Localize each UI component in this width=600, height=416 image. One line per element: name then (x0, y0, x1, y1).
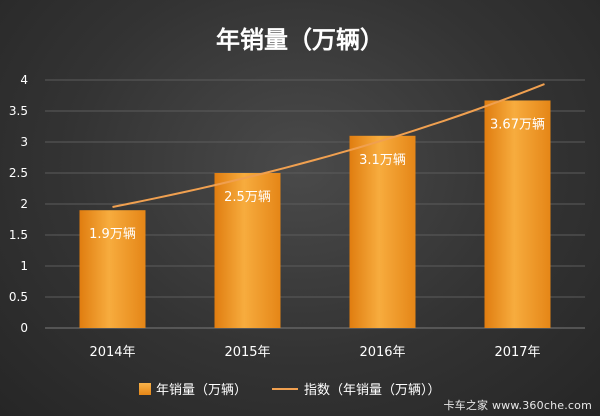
trendline-path (112, 83, 545, 208)
y-tick-label: 0.5 (9, 290, 28, 304)
x-axis: 2014年 2015年 2016年 2017年 (89, 345, 540, 360)
y-tick-label: 2 (20, 197, 28, 211)
watermark: 卡车之家 www.360che.com (443, 399, 592, 412)
y-tick-label: 3.5 (9, 104, 28, 118)
x-tick-label: 2017年 (494, 345, 540, 360)
chart-title: 年销量（万辆） (216, 26, 384, 54)
data-label: 1.9万辆 (89, 227, 136, 242)
y-tick-label: 1.5 (9, 228, 28, 242)
legend-bar-label: 年销量（万辆） (156, 383, 247, 398)
bar (214, 173, 281, 328)
y-axis: 0 0.5 1 1.5 2 2.5 3 3.5 4 (9, 73, 28, 335)
bars (79, 100, 551, 329)
data-label: 2.5万辆 (224, 190, 271, 205)
y-tick-label: 3 (20, 135, 28, 149)
bar (79, 210, 146, 328)
x-tick-label: 2016年 (359, 345, 405, 360)
data-labels: 1.9万辆 2.5万辆 3.1万辆 3.67万辆 (89, 117, 545, 242)
y-tick-label: 1 (20, 259, 28, 273)
legend-bar-swatch (139, 383, 151, 395)
x-tick-label: 2015年 (224, 345, 270, 360)
legend-trend-label: 指数（年销量（万辆）） (304, 383, 441, 398)
y-tick-label: 4 (20, 73, 28, 87)
trendline (112, 83, 545, 208)
bar (484, 100, 551, 329)
bar (349, 135, 416, 328)
y-tick-label: 2.5 (9, 166, 28, 180)
x-tick-label: 2014年 (89, 345, 135, 360)
y-tick-label: 0 (20, 321, 28, 335)
data-label: 3.67万辆 (490, 117, 545, 132)
legend: 年销量（万辆） 指数（年销量（万辆）） (139, 383, 441, 398)
data-label: 3.1万辆 (359, 153, 406, 168)
